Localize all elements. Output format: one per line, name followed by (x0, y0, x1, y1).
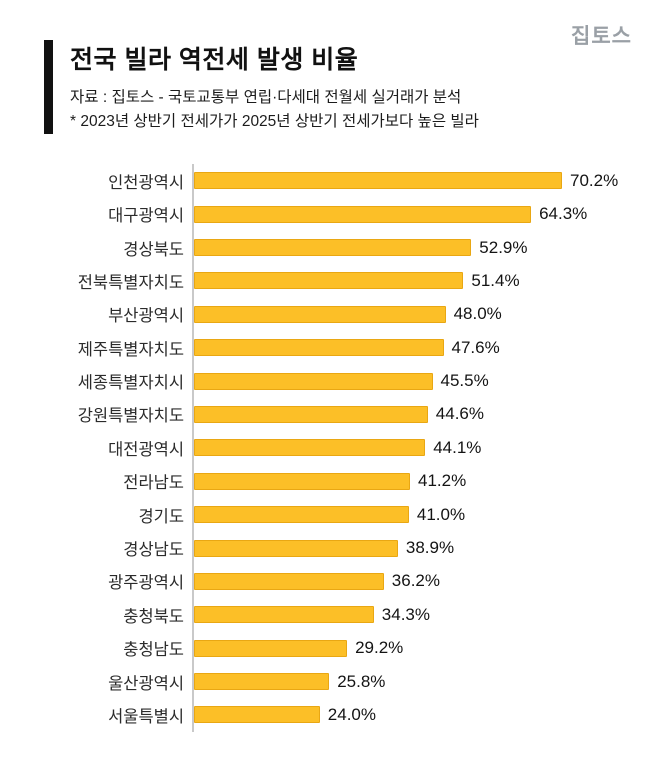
bar-row: 경기도 41.0% (0, 497, 648, 532)
bar (194, 472, 410, 490)
category-label: 경기도 (138, 507, 184, 526)
bar-zone: 25.8% (192, 664, 648, 699)
bar (194, 172, 562, 190)
category-label: 서울특별시 (108, 707, 184, 726)
bar-row: 전북특별자치도 51.4% (0, 264, 648, 298)
bar (194, 305, 446, 323)
bar (194, 339, 444, 357)
value-label: 47.6% (451, 337, 500, 357)
category-label: 충청남도 (123, 641, 184, 660)
bar-rows: 인천광역시 70.2% 대구광역시 64.3% 경상북도 52.9% 전북특별자치도 51.4… (0, 164, 648, 732)
bar-zone: 29.2% (192, 631, 648, 665)
value-label: 36.2% (391, 571, 440, 591)
bar-zone: 36.2% (192, 564, 648, 599)
bar-zone: 44.1% (192, 431, 648, 465)
bar-zone: 45.5% (192, 364, 648, 398)
bar (194, 272, 464, 290)
bar-row: 세종특별자치시 45.5% (0, 364, 648, 398)
value-label: 38.9% (405, 538, 455, 558)
category-label: 경상북도 (123, 240, 184, 259)
value-label: 41.2% (418, 471, 467, 491)
bar-zone: 41.0% (192, 497, 648, 532)
note-line: * 2023년 상반기 전세가가 2025년 상반기 전세가보다 높은 빌라 (70, 113, 479, 131)
bar (194, 506, 409, 524)
bar-row: 울산광역시 25.8% (0, 664, 648, 699)
bar-row: 충청북도 34.3% (0, 598, 648, 632)
bar-row: 인천광역시 70.2% (0, 164, 648, 198)
value-label: 25.8% (337, 671, 386, 691)
category-label: 경상남도 (123, 541, 184, 560)
bar-zone: 48.0% (192, 297, 648, 331)
ziptoss-logo: 집토스 (571, 25, 632, 48)
bar-row: 대구광역시 64.3% (0, 197, 648, 231)
category-label: 인천광역시 (108, 173, 184, 192)
value-label: 41.0% (416, 504, 466, 524)
bar (194, 639, 348, 657)
value-label: 29.2% (355, 638, 404, 658)
bar (194, 606, 374, 624)
value-label: 44.1% (433, 437, 482, 457)
bar-row: 충청남도 29.2% (0, 631, 648, 665)
bar-row: 경상북도 52.9% (0, 230, 648, 265)
bar-zone: 47.6% (192, 330, 648, 365)
page-title: 전국 빌라 역전세 발생 비율 (70, 46, 359, 74)
bar (194, 239, 472, 256)
value-label: 64.3% (539, 204, 588, 224)
bar (194, 706, 320, 724)
category-label: 대구광역시 (108, 207, 184, 226)
bar-chart: 인천광역시 70.2% 대구광역시 64.3% 경상북도 52.9% 전북특별자치도 51.4… (0, 164, 658, 732)
chart-header: 전국 빌라 역전세 발생 비율 자료 : 집토스 - 국토교통부 연립·다세대 … (44, 40, 628, 135)
bar (194, 372, 433, 390)
value-label: 45.5% (440, 371, 489, 391)
value-label: 48.0% (453, 304, 502, 324)
bar-row: 서울특별시 24.0% (0, 698, 648, 732)
bar-row: 강원특별자치도 44.6% (0, 397, 648, 432)
bar (194, 405, 428, 423)
bar-zone: 51.4% (192, 264, 648, 298)
category-label: 대전광역시 (108, 440, 184, 459)
bar-row: 부산광역시 48.0% (0, 297, 648, 331)
bar (194, 673, 330, 691)
value-label: 34.3% (381, 604, 430, 624)
bar-zone: 64.3% (192, 197, 648, 231)
bar-row: 제주특별자치도 47.6% (0, 330, 648, 365)
category-label: 전북특별자치도 (77, 273, 184, 292)
bar-zone: 24.0% (192, 698, 648, 732)
bar (194, 572, 384, 590)
category-label: 충청북도 (123, 607, 184, 626)
source-line: 자료 : 집토스 - 국토교통부 연립·다세대 전월세 실거래가 분석 (70, 89, 462, 106)
category-label: 강원특별자치도 (77, 407, 184, 426)
bar-row: 경상남도 38.9% (0, 531, 648, 565)
value-label: 24.0% (327, 704, 376, 724)
bar-zone: 38.9% (192, 531, 648, 565)
bar-zone: 41.2% (192, 464, 648, 498)
bar (194, 439, 426, 457)
category-label: 울산광역시 (108, 674, 184, 693)
bar-row: 전라남도 41.2% (0, 464, 648, 498)
bar-zone: 44.6% (192, 397, 648, 432)
category-label: 세종특별자치시 (77, 374, 184, 393)
category-label: 부산광역시 (108, 307, 184, 326)
category-label: 전라남도 (123, 474, 184, 493)
bar (194, 539, 398, 557)
value-label: 44.6% (435, 404, 484, 424)
category-label: 광주광역시 (108, 574, 184, 593)
bar-zone: 70.2% (192, 164, 648, 198)
bar-row: 광주광역시 36.2% (0, 564, 648, 599)
value-label: 52.9% (479, 237, 528, 257)
category-label: 제주특별자치도 (77, 340, 184, 359)
value-label: 70.2% (570, 170, 619, 190)
bar-zone: 52.9% (192, 230, 648, 265)
bar (194, 205, 532, 223)
value-label: 51.4% (471, 270, 520, 290)
bar-zone: 34.3% (192, 598, 648, 632)
bar-row: 대전광역시 44.1% (0, 431, 648, 465)
